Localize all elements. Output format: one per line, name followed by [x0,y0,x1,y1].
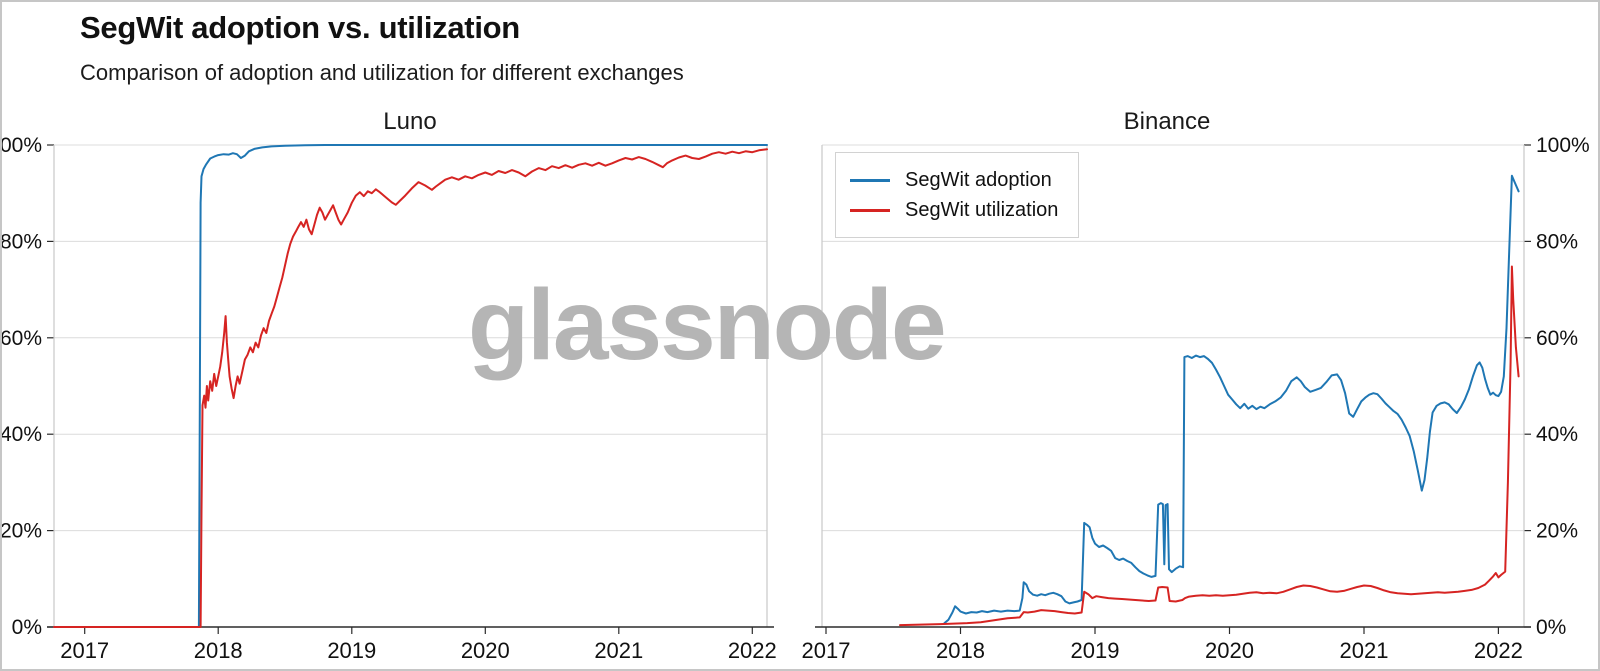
adoption-line-swatch [850,178,890,182]
legend-label-adoption: SegWit adoption [905,168,1052,191]
subplot-title-luno: Luno [383,108,437,135]
chart-binance: 0% 20% 40% 60% 80% 100% 2017 2018 2019 2020 2021 20… [802,134,1590,663]
utilization-line-swatch [850,208,890,212]
svg-text:100%: 100% [1536,134,1590,157]
svg-text:60%: 60% [2,327,42,350]
svg-text:20%: 20% [1536,520,1578,543]
svg-text:20%: 20% [2,520,42,543]
svg-text:2021: 2021 [1340,638,1389,663]
glassnode-watermark: glassnode [468,269,947,381]
svg-text:0%: 0% [1536,616,1566,639]
svg-text:2017: 2017 [802,638,851,663]
svg-text:60%: 60% [1536,327,1578,350]
svg-text:40%: 40% [1536,423,1578,446]
page-title: SegWit adoption vs. utilization [80,10,520,45]
svg-text:2020: 2020 [1205,638,1254,663]
legend-item-adoption: SegWit adoption [850,165,1058,195]
svg-text:2018: 2018 [936,638,985,663]
svg-text:2020: 2020 [461,638,510,663]
svg-text:80%: 80% [1536,230,1578,253]
svg-text:2021: 2021 [594,638,643,663]
legend-label-utilization: SegWit utilization [905,198,1059,221]
svg-text:2019: 2019 [327,638,376,663]
svg-text:0%: 0% [12,616,42,639]
svg-text:40%: 40% [2,423,42,446]
chart-luno: 0% 20% 40% 60% 80% 100% 2017 2018 2019 2020 2021 20… [2,134,777,663]
svg-text:2017: 2017 [60,638,109,663]
svg-text:80%: 80% [2,230,42,253]
page-subtitle: Comparison of adoption and utilization f… [80,60,684,85]
subplot-title-binance: Binance [1123,108,1211,135]
legend: SegWit adoption SegWit utilization [835,152,1080,238]
svg-text:100%: 100% [2,134,42,157]
svg-text:2022: 2022 [1474,638,1523,663]
svg-text:2018: 2018 [194,638,243,663]
svg-text:2022: 2022 [728,638,777,663]
svg-text:2019: 2019 [1071,638,1120,663]
legend-item-utilization: SegWit utilization [850,195,1058,225]
